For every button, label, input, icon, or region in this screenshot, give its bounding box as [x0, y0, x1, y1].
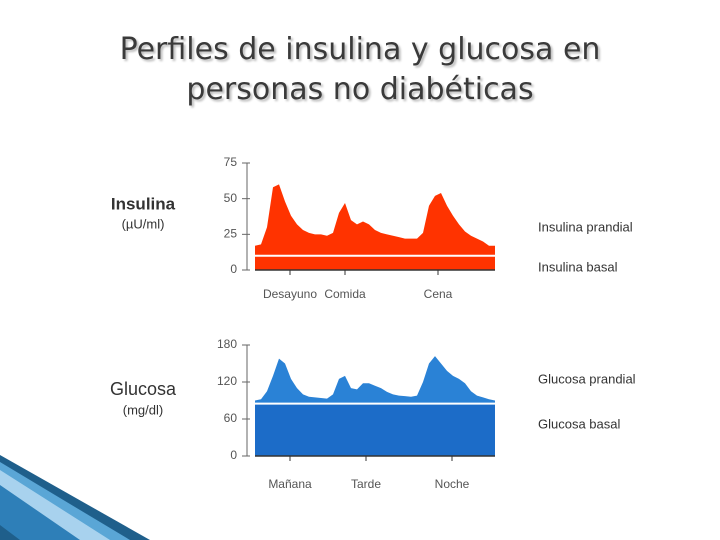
unit-label: (µU/ml): [122, 216, 165, 231]
area: [255, 403, 495, 456]
unit-label: (mg/dl): [123, 402, 163, 417]
x-tick-label: Desayuno: [263, 287, 317, 301]
x-tick-label: Tarde: [351, 477, 381, 491]
legend-label: Insulina basal: [538, 259, 618, 274]
y-tick-label: 60: [224, 411, 238, 425]
chart-label: Insulina: [111, 194, 176, 213]
legend-label: Glucosa prandial: [538, 371, 636, 386]
title: Perfiles de insulina y glucosa en person…: [119, 32, 601, 107]
y-tick-label: 120: [217, 374, 237, 388]
legend-label: Glucosa basal: [538, 416, 620, 431]
area: [255, 184, 495, 270]
legend-label: Insulina prandial: [538, 219, 633, 234]
x-tick-label: Comida: [324, 287, 366, 301]
x-tick-label: Cena: [424, 287, 453, 301]
x-tick-label: Noche: [435, 477, 470, 491]
y-tick-label: 0: [230, 448, 237, 462]
y-tick-label: 0: [230, 262, 237, 276]
y-tick-label: 75: [224, 155, 238, 169]
area: [255, 255, 495, 270]
x-tick-label: Mañana: [268, 477, 312, 491]
chart-label: Glucosa: [110, 379, 177, 399]
y-tick-label: 50: [224, 191, 238, 205]
y-tick-label: 180: [217, 337, 237, 351]
corner-decoration: [0, 455, 150, 540]
y-tick-label: 25: [224, 227, 238, 241]
